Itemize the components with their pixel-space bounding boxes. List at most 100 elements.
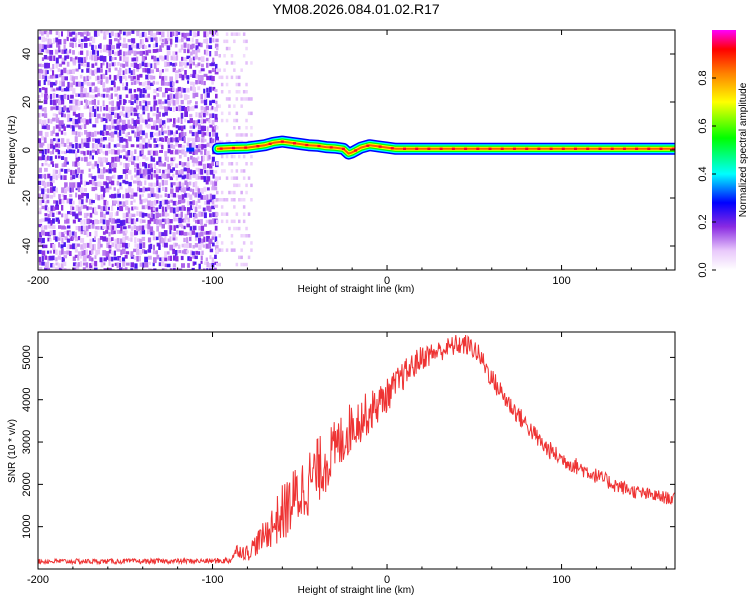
heat-cell [38, 130, 43, 136]
heat-cell [77, 161, 80, 167]
heat-cell [46, 31, 49, 38]
heat-cell [77, 255, 80, 261]
heat-cell [155, 42, 158, 48]
heat-cell [166, 204, 171, 210]
heat-cell [192, 188, 195, 195]
heat-cell [147, 101, 151, 105]
heat-cell [133, 256, 137, 260]
heat-cell [74, 42, 77, 48]
heat-cell [341, 147, 345, 150]
heat-cell [152, 80, 155, 85]
heat-cell [133, 206, 137, 210]
heat-cell [183, 125, 186, 130]
heat-cell [147, 230, 151, 235]
heat-cell [220, 205, 224, 209]
heat-cell [211, 236, 215, 240]
heat-cell [122, 201, 127, 207]
heat-cell [119, 36, 122, 41]
heat-cell [69, 194, 73, 198]
heat-cell [102, 73, 106, 79]
heat-cell [75, 186, 78, 191]
heat-cell [233, 183, 236, 188]
heat-cell [55, 114, 58, 120]
heat-cell [38, 105, 43, 110]
heat-cell [180, 100, 184, 105]
heat-cell [61, 156, 65, 160]
heat-cell [38, 156, 42, 161]
heat-cell [152, 262, 155, 267]
heat-cell [635, 147, 639, 150]
heat-cell [61, 198, 65, 204]
heat-cell [77, 218, 82, 222]
heat-cell [111, 149, 115, 155]
heat-cell [58, 225, 62, 229]
heat-cell [81, 199, 84, 205]
heat-cell [167, 94, 172, 101]
heat-cell [139, 73, 143, 78]
heat-cell [58, 194, 61, 200]
heat-cell [147, 117, 152, 122]
heat-cell [153, 89, 157, 94]
heat-cell [119, 129, 122, 136]
heat-cell [47, 163, 51, 167]
heat-cell [200, 175, 205, 180]
heat-cell [100, 261, 104, 268]
heat-cell [195, 101, 198, 105]
heat-cell [89, 69, 93, 75]
heat-cell [111, 237, 114, 241]
heat-cell [130, 150, 134, 156]
heat-cell [209, 255, 212, 260]
heat-cell [164, 257, 168, 262]
heat-cell [164, 251, 167, 258]
heat-cell [203, 99, 208, 106]
heat-cell [211, 81, 214, 85]
heat-cell [119, 230, 123, 234]
heat-cell [49, 55, 53, 61]
heat-cell [175, 119, 178, 123]
heat-cell [134, 167, 136, 173]
heat-cell [233, 219, 236, 224]
heat-cell [125, 218, 130, 224]
heat-cell [191, 230, 196, 235]
heat-cell [149, 268, 154, 270]
heat-cell [233, 154, 236, 159]
heat-cell [53, 55, 56, 61]
heat-cell [147, 223, 151, 230]
heat-cell [111, 125, 115, 129]
heat-cell [164, 199, 168, 205]
heat-cell [89, 150, 92, 156]
heat-cell [41, 199, 45, 203]
heat-cell [138, 82, 142, 86]
heat-cell [80, 205, 85, 209]
heat-cell [70, 269, 73, 270]
heat-cell [136, 80, 140, 84]
heat-cell [139, 136, 143, 140]
heat-cell [142, 119, 146, 123]
heat-cell [175, 201, 180, 205]
heat-cell [189, 118, 193, 123]
heat-cell [172, 173, 175, 178]
heat-cell [116, 43, 120, 49]
heat-cell [170, 182, 173, 188]
heat-cell [85, 55, 88, 60]
heat-cell [212, 38, 215, 43]
heat-cell [47, 213, 50, 219]
heat-cell [64, 151, 68, 155]
heat-cell [120, 144, 124, 149]
heat-cell [230, 54, 234, 58]
heat-cell [194, 32, 198, 37]
heat-cell [123, 113, 126, 118]
heat-cell [150, 75, 153, 80]
heat-cell [38, 267, 43, 270]
heat-cell [209, 199, 213, 203]
heat-cell [156, 31, 159, 35]
heat-cell [169, 76, 173, 82]
heat-cell [82, 243, 87, 249]
heat-cell [250, 198, 253, 202]
heat-cell [197, 119, 201, 124]
heat-cell [55, 124, 60, 129]
heat-cell [156, 107, 159, 113]
heat-cell [230, 61, 234, 65]
heat-cell [192, 120, 196, 126]
